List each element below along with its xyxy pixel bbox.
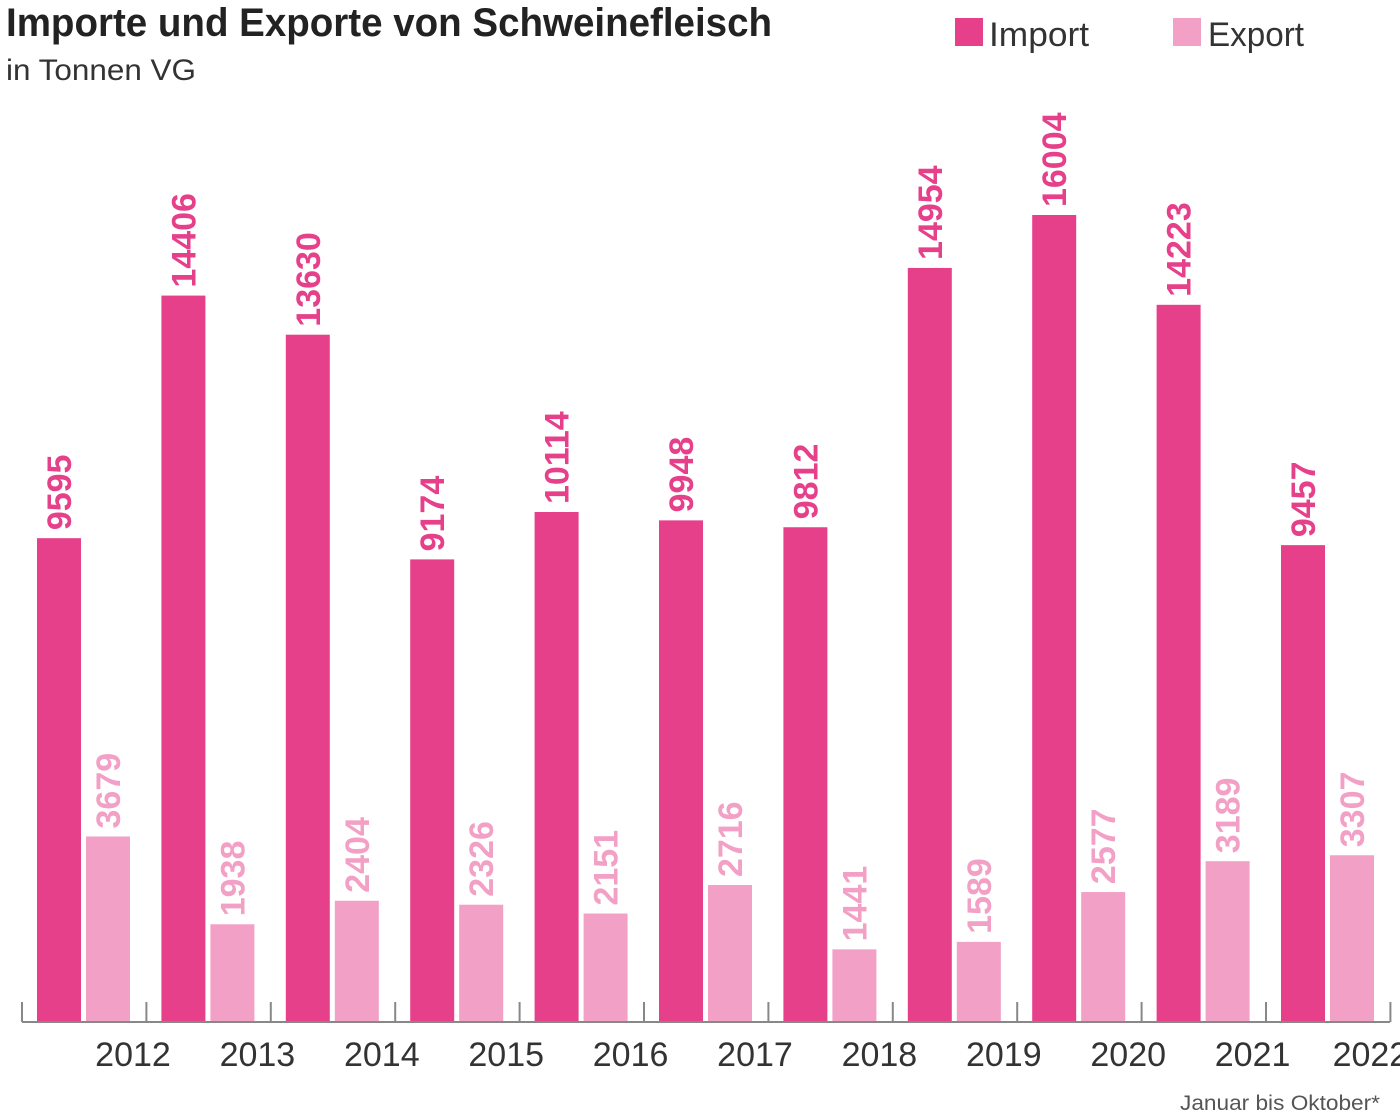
x-tick-label: 2021	[1215, 1036, 1291, 1074]
bar-import-2022*	[1281, 545, 1325, 1022]
data-label-import-2022*: 9457	[1285, 461, 1323, 537]
bar-import-2014	[285, 334, 330, 1022]
chart-subtitle: in Tonnen VG	[6, 54, 196, 87]
data-label-export-2015: 2326	[463, 821, 501, 897]
legend-swatch-import	[955, 18, 983, 46]
data-label-import-2013: 14406	[165, 193, 203, 288]
data-label-import-2021: 14223	[1161, 202, 1199, 297]
data-label-import-2012: 9595	[41, 455, 79, 531]
x-tick-label: 2019	[966, 1036, 1042, 1074]
bar-export-2014	[334, 900, 379, 1022]
data-label-import-2016: 10114	[539, 411, 577, 504]
x-tick-label: 2012	[95, 1036, 171, 1074]
bar-export-2013	[210, 924, 255, 1022]
legend-swatch-export	[1173, 18, 1201, 46]
bar-export-2018	[832, 949, 877, 1022]
data-label-export-2020: 2577	[1085, 808, 1123, 884]
legend-label-import: Import	[989, 16, 1090, 54]
footnote: Januar bis Oktober*	[1180, 1092, 1380, 1115]
data-label-import-2014: 13630	[290, 232, 328, 327]
x-tick-label: 2013	[220, 1036, 296, 1074]
bar-export-2012	[86, 836, 130, 1022]
data-label-export-2013: 1938	[214, 841, 252, 917]
bar-import-2018	[783, 527, 828, 1022]
data-label-export-2014: 2404	[339, 817, 377, 893]
bar-export-2015	[459, 904, 504, 1022]
bars: 9595 3679 14406 1938 13630 2404 9174 2326 10114 2…	[37, 112, 1374, 1022]
x-tick-label: 2020	[1090, 1036, 1166, 1074]
bar-import-2016	[534, 512, 579, 1022]
data-label-export-2021: 3189	[1210, 778, 1248, 854]
data-label-import-2020: 16004	[1036, 112, 1074, 207]
legend-label-export: Export	[1208, 16, 1305, 54]
x-tick-label: 2015	[468, 1036, 544, 1074]
bar-import-2012	[37, 538, 81, 1022]
legend: Import Export	[955, 16, 1305, 54]
data-label-export-2018: 1441	[836, 866, 874, 942]
bar-export-2022*	[1330, 855, 1374, 1022]
bar-export-2020	[1081, 892, 1126, 1022]
x-ticks: 2012 2013 2014 2015 2016 2017 2018 2019 2020 2021…	[21, 1002, 1400, 1074]
x-tick-label: 2017	[717, 1036, 793, 1074]
bar-import-2017	[659, 520, 703, 1022]
bar-export-2021	[1205, 861, 1250, 1022]
data-label-import-2015: 9174	[414, 476, 452, 552]
bar-import-2020	[1032, 215, 1077, 1022]
bar-export-2016	[583, 913, 628, 1022]
x-tick-label: 2022*	[1333, 1036, 1400, 1074]
x-tick-label: 2016	[593, 1036, 669, 1074]
data-label-import-2019: 14954	[912, 165, 950, 260]
bar-import-2013	[161, 295, 206, 1022]
bar-export-2017	[708, 885, 752, 1022]
chart-title: Importe und Exporte von Schweinefleisch	[6, 1, 772, 45]
x-tick-label: 2014	[344, 1036, 420, 1074]
data-label-export-2016: 2151	[588, 830, 626, 906]
bar-export-2019	[956, 941, 1001, 1022]
bar-import-2021	[1156, 304, 1201, 1022]
data-label-export-2017: 2716	[712, 801, 750, 877]
data-label-import-2018: 9812	[787, 444, 825, 520]
data-label-export-2019: 1589	[961, 858, 999, 934]
data-label-import-2017: 9948	[663, 437, 701, 513]
data-label-export-2012: 3679	[90, 753, 128, 829]
x-tick-label: 2018	[842, 1036, 918, 1074]
bar-import-2015	[410, 559, 455, 1022]
data-label-export-2022*: 3307	[1334, 772, 1372, 848]
bar-import-2019	[907, 267, 952, 1022]
